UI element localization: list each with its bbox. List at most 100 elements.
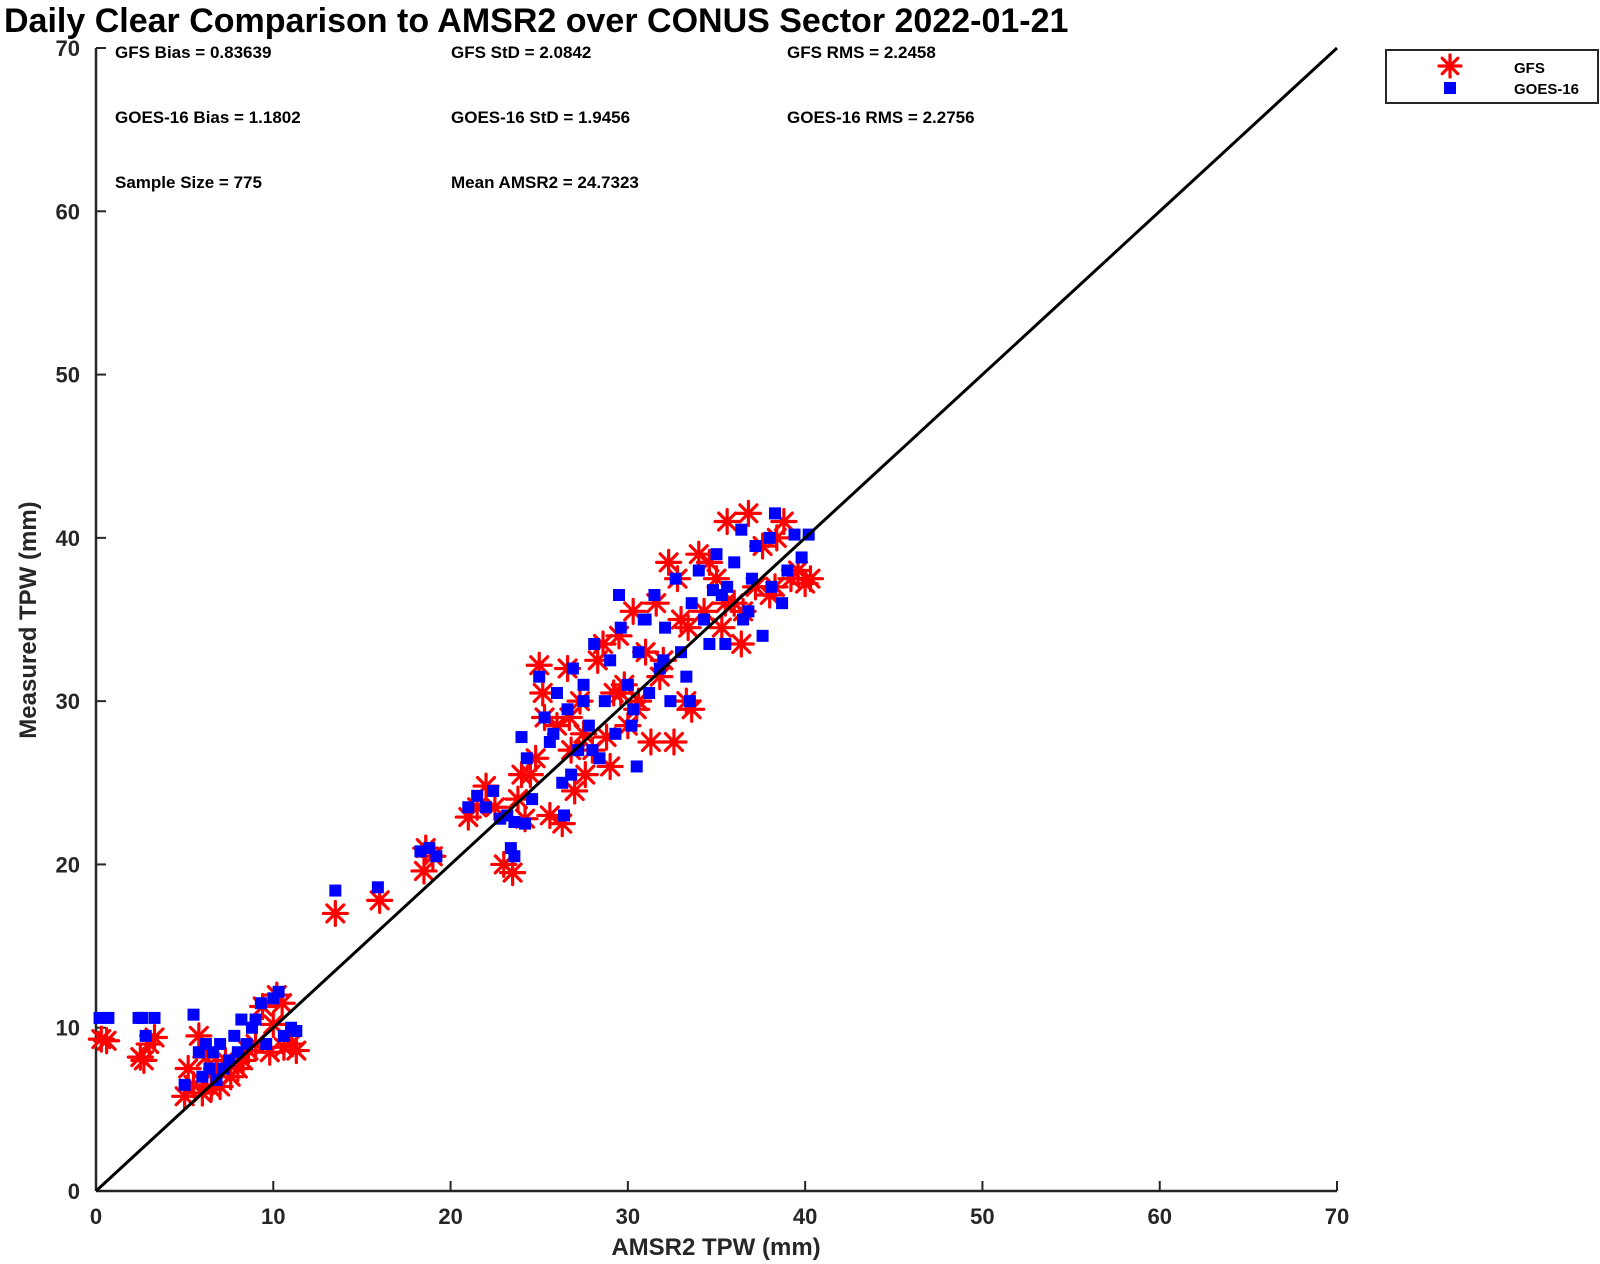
goes-16-point <box>643 686 656 699</box>
goes-16-point <box>763 531 776 544</box>
goes-16-point <box>735 523 748 536</box>
x-tick-label: 60 <box>1147 1204 1171 1229</box>
one-to-one-line <box>94 46 1339 1193</box>
x-tick-label: 50 <box>970 1204 994 1229</box>
goes-16-point <box>254 997 267 1010</box>
stat-gfs-rms: GFS RMS = 2.2458 <box>787 43 936 62</box>
goes-16-point <box>703 637 716 650</box>
y-tick-label: 70 <box>56 36 80 61</box>
goes-16-point <box>706 584 719 597</box>
goes-16-point <box>214 1038 227 1051</box>
goes-16-point <box>526 793 539 806</box>
goes-16-point <box>598 695 611 708</box>
x-tick-label: 20 <box>438 1204 462 1229</box>
goes-16-point <box>639 613 652 626</box>
goes-16-point <box>749 540 762 553</box>
gfs-point <box>796 565 825 593</box>
goes-16-point <box>664 695 677 708</box>
y-tick-label: 10 <box>56 1016 80 1041</box>
stat-gfs-bias: GFS Bias = 0.83639 <box>115 43 271 62</box>
goes-16-point <box>582 719 595 732</box>
gfs-point <box>282 1036 310 1065</box>
goes-16-point <box>657 654 670 667</box>
goes-16-point <box>566 662 579 675</box>
goes-16-point <box>240 1038 253 1051</box>
stat-mean-amsr2: Mean AMSR2 = 24.7323 <box>451 173 639 192</box>
legend-gfs-label: GFS <box>1514 60 1545 77</box>
x-tick-label: 40 <box>793 1204 817 1229</box>
legend-box <box>1385 49 1599 104</box>
gfs-point <box>507 761 536 789</box>
y-tick-label: 30 <box>56 689 80 714</box>
goes-16-point <box>235 1013 248 1026</box>
goes-16-point <box>586 744 599 757</box>
goes-16-point <box>558 809 571 822</box>
goes-16-point <box>371 881 384 894</box>
x-tick-label: 70 <box>1325 1204 1349 1229</box>
y-tick-label: 50 <box>56 363 80 388</box>
goes-16-point <box>625 719 638 732</box>
goes-16-point <box>538 711 551 724</box>
goes-16-point <box>148 1011 161 1024</box>
goes-16-point <box>781 564 794 577</box>
gfs-point <box>734 499 763 527</box>
goes-16-point <box>692 564 705 577</box>
goes-16-point <box>648 589 661 602</box>
goes-16-point <box>719 637 732 650</box>
goes-16-point <box>788 528 801 541</box>
goes-16-point <box>588 637 601 650</box>
goes-16-point <box>203 1062 216 1075</box>
legend-goes-marker-icon <box>1444 82 1456 94</box>
gfs-point <box>366 886 394 914</box>
goes-16-point <box>561 703 574 716</box>
goes-16-point <box>187 1008 200 1021</box>
gfs-point <box>655 548 683 576</box>
goes-16-point <box>471 789 484 802</box>
gfs-point <box>727 630 755 658</box>
stat-gfs-std: GFS StD = 2.0842 <box>451 43 591 62</box>
goes-16-point <box>612 589 625 602</box>
series-goes-16 <box>93 507 815 1091</box>
goes-16-point <box>487 784 500 797</box>
gfs-point <box>130 1046 158 1074</box>
goes-16-point <box>680 670 693 683</box>
series-gfs <box>87 499 825 1110</box>
legend-gfs-marker-icon <box>1437 53 1463 79</box>
goes-16-point <box>329 884 342 897</box>
goes-16-point <box>550 686 563 699</box>
goes-16-point <box>260 1038 273 1051</box>
goes-16-point <box>577 695 590 708</box>
goes-16-point <box>659 621 672 634</box>
gfs-point <box>499 858 527 887</box>
gfs-point <box>674 614 702 642</box>
goes-16-point <box>698 613 711 626</box>
goes-16-point <box>480 801 493 814</box>
goes-16-point <box>756 629 769 642</box>
x-tick-label: 0 <box>90 1204 102 1229</box>
goes-16-point <box>614 621 627 634</box>
goes-16-point <box>520 752 533 765</box>
goes-16-point <box>178 1078 191 1091</box>
goes-16-point <box>769 507 782 520</box>
goes-16-point <box>508 815 521 828</box>
y-axis-label: Measured TPW (mm) <box>15 501 42 738</box>
stat-goes-bias: GOES-16 Bias = 1.1802 <box>115 108 301 127</box>
y-tick-label: 20 <box>56 852 80 877</box>
goes-16-point <box>728 556 741 569</box>
gfs-point <box>637 728 665 756</box>
chart-title: Daily Clear Comparison to AMSR2 over CON… <box>4 2 1068 40</box>
stat-goes-std: GOES-16 StD = 1.9456 <box>451 108 630 127</box>
goes-16-point <box>547 727 560 740</box>
goes-16-point <box>632 646 645 659</box>
goes-16-point <box>669 572 682 585</box>
x-tick-label: 10 <box>261 1204 285 1229</box>
goes-16-point <box>572 744 585 757</box>
gfs-point <box>561 777 589 805</box>
goes-16-point <box>290 1024 303 1037</box>
y-tick-label: 60 <box>56 199 80 224</box>
goes-16-point <box>630 760 643 773</box>
goes-16-point <box>228 1029 241 1042</box>
goes-16-point <box>745 572 758 585</box>
goes-16-point <box>604 654 617 667</box>
gfs-point <box>93 1027 121 1055</box>
